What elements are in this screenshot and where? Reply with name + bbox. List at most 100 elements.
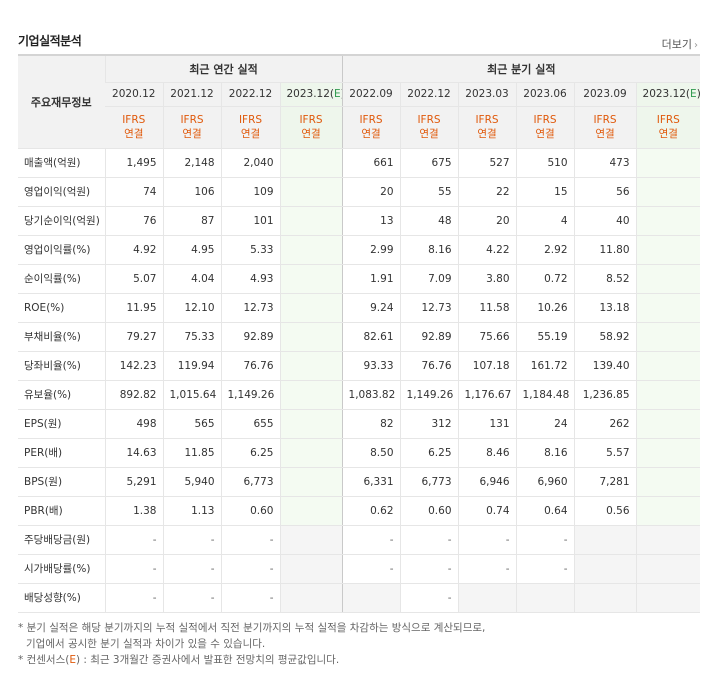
table-cell — [635, 293, 701, 323]
row-label: BPS(원) — [18, 467, 105, 497]
table-cell: 4.92 — [104, 234, 163, 265]
accounting-basis: IFRS 연결 — [220, 106, 280, 149]
table-cell: - — [399, 524, 459, 555]
table-cell — [573, 583, 637, 613]
basis-standard: IFRS — [299, 114, 323, 126]
table-cell: 4.22 — [457, 234, 517, 265]
period-header: 2023.12(E) — [635, 82, 701, 107]
table-cell: 24 — [515, 408, 575, 439]
table-cell: 0.60 — [399, 496, 459, 526]
table-cell: 2,148 — [162, 148, 221, 178]
basis-row: IFRS 연결 IFRS 연결 IFRS 연결 IFRS 연결 IFRS 연결 IFRS 연결 IFRS… — [18, 106, 701, 149]
table-cell: 6,946 — [457, 467, 517, 497]
table-cell: 55.19 — [515, 321, 575, 352]
table-cell — [573, 524, 637, 555]
basis-standard: IFRS — [359, 114, 383, 126]
table-cell: 76.76 — [220, 351, 280, 381]
basis-scope: 연결 — [182, 128, 202, 140]
table-cell: 11.58 — [457, 293, 517, 323]
table-cell: - — [104, 554, 163, 584]
financial-summary-table: 주요재무정보 최근 연간 실적 최근 분기 실적 2020.12 2021.12 2… — [18, 54, 701, 613]
table-cell: 0.56 — [573, 496, 637, 526]
table-cell: - — [220, 583, 280, 613]
table-cell — [635, 148, 701, 178]
period-header: 2023.03 — [457, 82, 517, 107]
row-label: 부채비율(%) — [18, 321, 105, 352]
table-cell — [635, 524, 701, 555]
basis-scope: 연결 — [240, 128, 261, 140]
table-body: 매출액(억원) 1,495 2,148 2,040 661 675 527 510 473 영업이… — [18, 148, 701, 613]
table-cell: - — [104, 583, 163, 613]
table-cell: 1.38 — [104, 496, 163, 526]
row-label: 배당성향(%) — [18, 583, 105, 613]
table-cell: 473 — [573, 148, 637, 178]
table-cell: 1.91 — [341, 264, 401, 294]
table-cell: 8.50 — [341, 438, 401, 468]
table-cell — [635, 583, 701, 613]
table-cell: 6.25 — [220, 438, 280, 468]
table-cell: 3.80 — [457, 264, 517, 294]
table-cell — [279, 583, 343, 613]
table-cell: 6,773 — [399, 467, 459, 497]
accounting-basis: IFRS 연결 — [457, 106, 517, 149]
table-cell: 6,773 — [220, 467, 280, 497]
period-text: 2023.12(E) — [642, 88, 701, 100]
table-cell: 92.89 — [220, 321, 280, 352]
table-cell — [279, 264, 343, 294]
row-label: 영업이익(억원) — [18, 177, 105, 207]
table-cell — [635, 264, 701, 294]
table-cell — [279, 177, 343, 207]
table-cell: 0.60 — [220, 496, 280, 526]
table-row: BPS(원) 5,291 5,940 6,773 6,331 6,773 6,946 6,96… — [18, 467, 701, 497]
basis-scope: 연결 — [419, 128, 439, 140]
basis-scope: 연결 — [658, 128, 678, 140]
table-cell: 12.73 — [399, 293, 459, 323]
period-header: 2022.12 — [399, 82, 459, 107]
table-cell — [279, 380, 343, 410]
row-label: PBR(배) — [18, 496, 105, 526]
basis-standard: IFRS — [656, 114, 680, 126]
basis-scope: 연결 — [361, 128, 381, 140]
basis-scope: 연결 — [535, 128, 555, 140]
table-cell: 92.89 — [399, 321, 459, 352]
table-cell: 4.93 — [220, 264, 280, 294]
table-row: EPS(원) 498 565 655 82 312 131 24 262 — [18, 408, 701, 439]
table-cell: 55 — [399, 177, 459, 207]
table-cell — [635, 234, 701, 265]
table-cell: 56 — [573, 177, 637, 207]
more-label[interactable]: 더보기 — [661, 38, 692, 51]
period-text: 2023.12(E) — [286, 88, 343, 100]
table-cell: 107.18 — [457, 351, 517, 381]
footnotes: * 분기 실적은 해당 분기까지의 누적 실적에서 직전 분기까지의 누적 실적… — [18, 620, 485, 668]
row-label: 영업이익률(%) — [18, 234, 105, 265]
footnote-line-3-prefix: * 컨센서스( — [18, 654, 70, 666]
table-cell: 1.13 — [162, 496, 221, 526]
basis-standard: IFRS — [238, 114, 263, 126]
more-link[interactable]: 더보기 › — [662, 36, 698, 52]
table-cell — [635, 206, 701, 236]
row-label: 당좌비율(%) — [18, 351, 105, 381]
table-cell: 12.10 — [162, 293, 221, 323]
table-cell — [279, 438, 343, 468]
table-cell: 8.16 — [515, 438, 575, 468]
accounting-basis: IFRS 연결 — [279, 106, 343, 149]
table-cell — [635, 351, 701, 381]
table-cell: 58.92 — [573, 321, 637, 352]
table-cell: 48 — [399, 206, 459, 236]
table-cell: - — [104, 524, 163, 555]
table-row: 매출액(억원) 1,495 2,148 2,040 661 675 527 510 473 — [18, 148, 701, 178]
table-cell — [635, 496, 701, 526]
table-row: 순이익률(%) 5.07 4.04 4.93 1.91 7.09 3.80 0.72 8.52 — [18, 264, 701, 294]
period-header: 2020.12 — [105, 82, 163, 107]
table-cell: 9.24 — [341, 293, 401, 323]
accounting-basis: IFRS 연결 — [399, 106, 459, 149]
table-cell — [279, 524, 343, 555]
row-label: 당기순이익(억원) — [18, 206, 105, 236]
table-cell: - — [515, 554, 575, 584]
accounting-basis: IFRS 연결 — [341, 106, 401, 149]
table-cell: 93.33 — [341, 351, 401, 381]
table-cell: 1,495 — [104, 148, 163, 178]
table-cell: 8.16 — [399, 234, 459, 265]
table-cell — [279, 321, 343, 352]
table-cell — [635, 177, 701, 207]
